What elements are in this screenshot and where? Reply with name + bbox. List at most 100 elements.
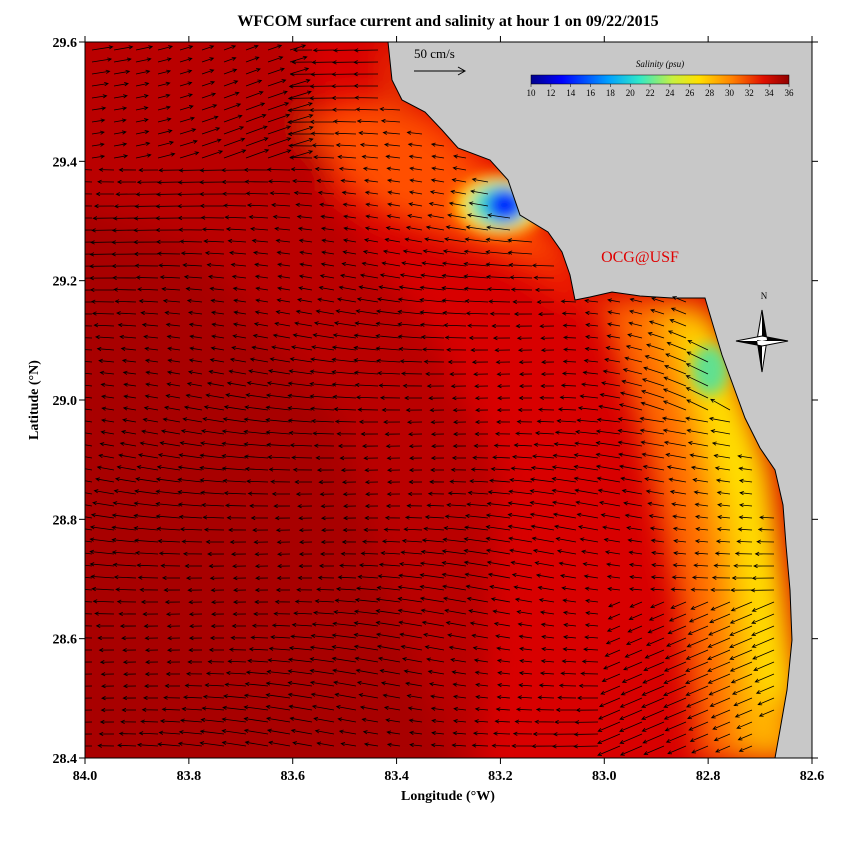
current-vector bbox=[492, 335, 511, 341]
current-vector bbox=[430, 178, 445, 183]
current-vector bbox=[376, 585, 401, 591]
current-vector bbox=[321, 250, 335, 255]
current-vector bbox=[111, 252, 137, 257]
current-vector bbox=[472, 731, 489, 736]
current-vector bbox=[267, 90, 288, 99]
current-vector bbox=[254, 564, 269, 569]
current-vector bbox=[277, 262, 291, 267]
current-vector bbox=[316, 467, 335, 473]
current-vector bbox=[354, 95, 379, 100]
current-vector bbox=[255, 286, 269, 291]
current-vector bbox=[287, 692, 313, 699]
current-vector bbox=[267, 67, 285, 75]
current-vector bbox=[466, 502, 489, 507]
current-vector bbox=[354, 321, 379, 327]
current-vector bbox=[384, 237, 401, 243]
current-vector bbox=[664, 364, 687, 375]
current-vector bbox=[511, 573, 533, 579]
current-vector bbox=[205, 393, 225, 399]
current-vector bbox=[375, 346, 401, 351]
current-vector bbox=[91, 142, 105, 147]
current-vector bbox=[139, 441, 159, 447]
current-vector bbox=[577, 406, 599, 411]
colorbar-tick-label: 36 bbox=[785, 88, 795, 98]
current-vector bbox=[409, 730, 423, 735]
current-vector bbox=[475, 408, 489, 413]
current-vector bbox=[318, 480, 335, 485]
current-vector bbox=[266, 167, 291, 172]
current-vector bbox=[133, 526, 159, 531]
current-vector bbox=[179, 151, 200, 159]
current-vector bbox=[164, 683, 181, 688]
current-vector bbox=[666, 637, 687, 647]
current-vector bbox=[685, 685, 709, 696]
current-vector bbox=[647, 625, 665, 634]
current-vector bbox=[643, 745, 665, 755]
current-vector bbox=[419, 561, 445, 567]
current-vector bbox=[695, 526, 709, 532]
current-vector bbox=[487, 490, 511, 495]
current-vector bbox=[186, 381, 203, 387]
current-vector bbox=[244, 466, 269, 472]
current-vector bbox=[138, 299, 159, 304]
current-vector bbox=[333, 610, 357, 615]
current-vector bbox=[245, 125, 268, 135]
current-vector bbox=[180, 251, 203, 256]
current-vector bbox=[529, 512, 555, 519]
current-vector bbox=[243, 454, 269, 459]
current-vector bbox=[85, 649, 93, 651]
current-vector bbox=[472, 646, 489, 651]
current-vector bbox=[273, 611, 291, 616]
current-vector bbox=[431, 718, 445, 724]
current-vector bbox=[581, 659, 599, 664]
current-vector bbox=[664, 721, 687, 732]
current-vector bbox=[137, 287, 159, 292]
current-vector bbox=[447, 633, 467, 639]
y-tick-label: 28.6 bbox=[53, 633, 78, 648]
current-vector bbox=[179, 116, 195, 123]
current-vector bbox=[362, 166, 379, 171]
current-vector bbox=[203, 405, 225, 411]
current-vector bbox=[751, 576, 775, 581]
current-vector bbox=[463, 274, 489, 279]
current-vector bbox=[738, 503, 753, 508]
current-vector bbox=[485, 525, 511, 531]
current-vector bbox=[114, 299, 137, 304]
current-vector bbox=[419, 322, 445, 327]
current-vector bbox=[320, 214, 335, 219]
current-vector bbox=[474, 419, 489, 425]
current-vector bbox=[356, 680, 379, 687]
current-vector bbox=[431, 166, 445, 171]
current-vector bbox=[514, 597, 533, 603]
current-vector bbox=[117, 322, 137, 328]
current-vector bbox=[135, 94, 149, 99]
current-vector bbox=[133, 501, 159, 507]
credit: OCG@USF bbox=[601, 249, 679, 266]
north-arrow: N bbox=[735, 291, 789, 373]
current-vector bbox=[177, 741, 203, 747]
current-vector bbox=[289, 125, 314, 135]
current-vector bbox=[648, 613, 665, 621]
current-vector bbox=[430, 420, 445, 425]
current-vector bbox=[423, 632, 445, 639]
current-vector bbox=[160, 563, 181, 568]
current-vector bbox=[179, 441, 203, 447]
current-vector bbox=[355, 395, 379, 400]
current-vector bbox=[272, 214, 291, 219]
current-vector bbox=[447, 359, 467, 365]
current-vector bbox=[312, 431, 335, 436]
current-vector bbox=[619, 697, 643, 708]
current-vector bbox=[663, 440, 687, 447]
current-vector bbox=[313, 443, 335, 448]
current-vector bbox=[573, 732, 599, 737]
current-vector bbox=[531, 454, 555, 459]
current-vector bbox=[470, 347, 489, 353]
current-vector bbox=[583, 358, 599, 363]
current-vector bbox=[377, 371, 401, 376]
current-vector bbox=[248, 214, 269, 220]
current-vector bbox=[95, 335, 115, 340]
current-vector bbox=[667, 330, 687, 339]
current-vector bbox=[157, 81, 171, 87]
current-vector bbox=[341, 262, 357, 267]
current-vector bbox=[560, 671, 577, 676]
